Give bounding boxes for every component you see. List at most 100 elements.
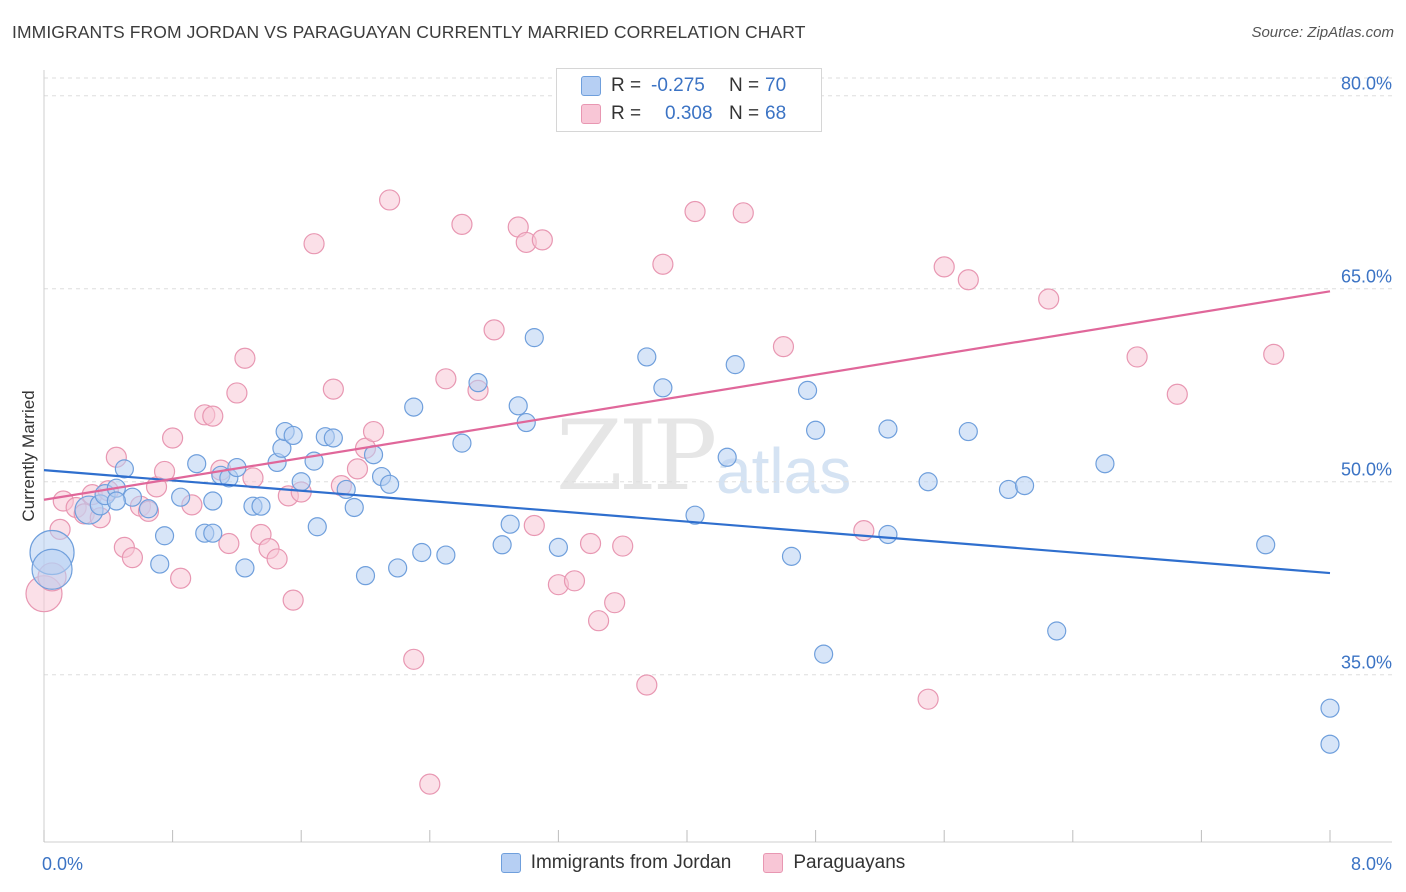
legend-n-value-jordan: 70 (765, 75, 787, 96)
jordan-point (436, 545, 456, 565)
paraguay-point (226, 382, 248, 404)
jordan-point (283, 425, 303, 446)
jordan-point (814, 644, 834, 664)
paraguay-point (282, 589, 304, 611)
legend-r-label: R = (611, 75, 642, 96)
paraguay-point (202, 405, 224, 427)
y-tick-label: 50.0% (1341, 460, 1392, 480)
paraguay-point (242, 467, 264, 489)
series-label-paraguay: Paraguayans (793, 852, 906, 873)
jordan-point (106, 491, 126, 511)
jordan-point (251, 496, 271, 516)
jordan-point (150, 554, 170, 574)
y-axis-title: Currently Married (19, 390, 38, 521)
jordan-point (1047, 621, 1067, 641)
paraguay-point (732, 202, 754, 224)
jordan-point (380, 474, 400, 494)
paraguay-point (153, 460, 176, 483)
series-legend: Immigrants from Jordan Paraguayans (0, 852, 1406, 874)
jordan-point (1095, 454, 1115, 474)
paraguay-point (636, 674, 658, 696)
jordan-point (171, 487, 191, 507)
y-tick-label: 65.0% (1341, 267, 1392, 287)
paraguay-point (1038, 288, 1060, 310)
jordan-point (203, 491, 223, 511)
legend-row-paraguay: R = 0.308 N = 68 (581, 101, 786, 127)
jordan-point (307, 517, 327, 537)
axis-labels: 35.0% 50.0% 65.0% 80.0% 0.0% 8.0% Currently Ma… (19, 74, 1392, 874)
jordan-point (653, 378, 673, 398)
series-legend-paraguay[interactable]: Paraguayans (763, 852, 905, 874)
series-label-jordan: Immigrants from Jordan (530, 852, 732, 873)
paraguay-point (483, 319, 505, 341)
legend-r-value-paraguay: 0.308 (665, 103, 713, 124)
jordan-point (1256, 535, 1276, 555)
jordan-point (725, 355, 745, 375)
axes (43, 70, 1392, 843)
jordan-point (154, 526, 175, 546)
paraguay-point (652, 253, 674, 275)
paraguay-point (1166, 383, 1188, 405)
paraguay-point (170, 567, 192, 589)
paraguay-point (403, 648, 425, 670)
jordan-point (500, 514, 520, 534)
jordan-point (404, 397, 424, 417)
paraguay-point (933, 256, 955, 278)
jordan-point (203, 523, 223, 543)
jordan-point (138, 499, 159, 519)
paraguay-trend-line (43, 290, 1331, 501)
jordan-point (958, 421, 978, 442)
paraguay-point (587, 610, 610, 632)
trend-lines (43, 290, 1331, 575)
paraguay-point (1126, 346, 1148, 368)
paraguay-point (1263, 343, 1285, 365)
jordan-trend-line (43, 469, 1331, 575)
paraguay-point (563, 570, 586, 592)
paraguay-point (435, 368, 457, 390)
jordan-point (717, 447, 737, 467)
grid-lines (44, 77, 1392, 676)
jordan-point (291, 472, 311, 492)
jordan-point (918, 472, 938, 492)
jordan-point (122, 487, 143, 507)
legend-swatch-paraguay (581, 104, 601, 124)
paraguay-point (853, 520, 875, 542)
jordan-point (878, 524, 898, 545)
x-tick-label-min: 0.0% (42, 854, 83, 874)
watermark-zip: ZIP (556, 400, 717, 512)
jordan-point (548, 537, 569, 557)
paraguay-point (266, 548, 288, 570)
correlation-legend: R = -0.275 N = 70 R = 0.308 N = 68 (556, 68, 822, 132)
jordan-point (412, 542, 432, 563)
series-swatch-jordan (500, 853, 521, 873)
paraguay-point (579, 532, 602, 555)
paraguay-points (25, 189, 1285, 795)
jordan-point (114, 459, 134, 479)
chart-source: Source: ZipAtlas.com (1251, 24, 1394, 41)
paraguay-point (379, 189, 401, 211)
jordan-point (235, 558, 255, 578)
jordan-point (797, 380, 818, 400)
jordan-point (452, 433, 472, 453)
jordan-point (878, 419, 898, 439)
paraguay-point (772, 336, 795, 358)
paraguay-point (218, 532, 240, 555)
y-tick-label: 80.0% (1341, 74, 1392, 94)
paraguay-point (917, 688, 939, 710)
legend-n-label: N = (729, 75, 760, 96)
paraguay-point (523, 514, 545, 537)
paraguay-point (234, 347, 256, 369)
jordan-point (805, 420, 826, 440)
jordan-point (637, 347, 657, 367)
series-swatch-paraguay (763, 853, 784, 873)
jordan-point (1320, 734, 1340, 754)
series-legend-jordan[interactable]: Immigrants from Jordan (500, 852, 732, 874)
paraguay-point (346, 458, 369, 480)
jordan-point (355, 566, 376, 586)
paraguay-point (612, 535, 634, 557)
legend-r-label: R = (611, 103, 642, 124)
watermark-atlas: atlas (716, 435, 852, 507)
jordan-point (344, 497, 364, 518)
jordan-point (492, 535, 512, 555)
